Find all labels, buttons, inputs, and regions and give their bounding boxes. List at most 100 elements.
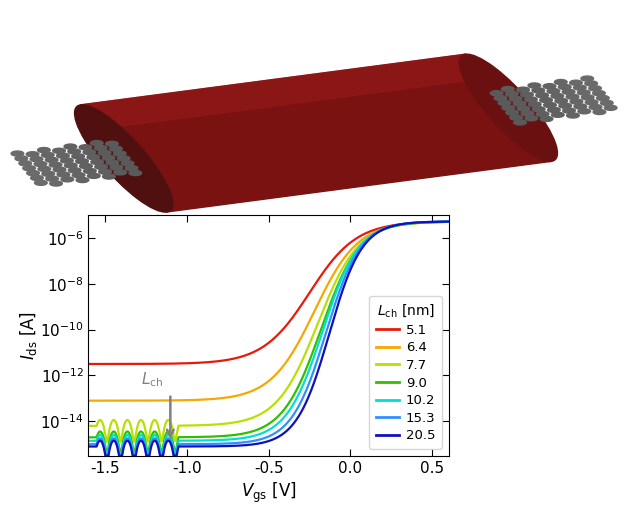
15.3 xyxy=(102,453,109,459)
7.7 xyxy=(434,219,442,225)
Circle shape xyxy=(604,105,617,111)
Circle shape xyxy=(521,92,533,97)
Circle shape xyxy=(90,141,103,146)
Circle shape xyxy=(593,110,605,115)
Circle shape xyxy=(46,157,58,162)
20.5 xyxy=(260,439,267,445)
Circle shape xyxy=(95,164,107,169)
Line: 6.4: 6.4 xyxy=(88,222,449,401)
Circle shape xyxy=(567,113,580,118)
Circle shape xyxy=(570,99,583,104)
Circle shape xyxy=(540,98,552,103)
Circle shape xyxy=(106,141,118,146)
10.2 xyxy=(368,232,376,238)
Circle shape xyxy=(91,159,104,164)
Circle shape xyxy=(76,159,88,164)
Circle shape xyxy=(53,167,66,172)
20.5 xyxy=(85,443,92,450)
Circle shape xyxy=(42,171,54,176)
Circle shape xyxy=(23,165,35,170)
6.4 xyxy=(85,398,92,404)
Line: 20.5: 20.5 xyxy=(88,222,449,456)
Circle shape xyxy=(72,173,85,178)
15.3 xyxy=(368,232,376,239)
Circle shape xyxy=(38,166,51,172)
7.7 xyxy=(85,423,92,429)
7.7 xyxy=(250,414,258,420)
Circle shape xyxy=(559,84,571,90)
Circle shape xyxy=(543,83,556,89)
Circle shape xyxy=(502,87,514,92)
Circle shape xyxy=(87,173,100,178)
Circle shape xyxy=(528,102,541,107)
5.1 xyxy=(368,227,376,233)
7.7 xyxy=(103,439,111,445)
Circle shape xyxy=(562,108,575,113)
7.7 xyxy=(103,439,111,445)
Circle shape xyxy=(27,152,39,157)
Circle shape xyxy=(129,170,142,176)
Circle shape xyxy=(83,168,96,174)
Circle shape xyxy=(525,116,538,121)
5.1 xyxy=(434,219,442,225)
Y-axis label: $I_{\mathrm{ds}}$ [A]: $I_{\mathrm{ds}}$ [A] xyxy=(18,311,39,360)
Circle shape xyxy=(506,91,518,96)
Circle shape xyxy=(94,145,107,151)
10.2 xyxy=(103,453,111,459)
Circle shape xyxy=(540,116,553,121)
Circle shape xyxy=(110,165,123,170)
Circle shape xyxy=(80,163,92,168)
Circle shape xyxy=(581,95,594,100)
Circle shape xyxy=(537,112,549,117)
9.0 xyxy=(103,450,111,456)
Circle shape xyxy=(61,158,73,163)
20.5 xyxy=(434,219,442,225)
Circle shape xyxy=(121,161,134,166)
6.4 xyxy=(368,230,376,237)
Circle shape xyxy=(72,154,85,159)
Circle shape xyxy=(42,153,54,158)
Circle shape xyxy=(494,96,507,101)
10.2 xyxy=(85,438,92,444)
Circle shape xyxy=(64,144,76,149)
Circle shape xyxy=(600,100,613,105)
15.3 xyxy=(250,438,258,444)
10.2 xyxy=(250,433,258,439)
Circle shape xyxy=(106,160,119,165)
9.0 xyxy=(250,428,258,434)
Circle shape xyxy=(46,176,58,181)
Circle shape xyxy=(113,151,126,156)
Circle shape xyxy=(578,90,590,95)
9.0 xyxy=(435,219,442,225)
7.7 xyxy=(435,219,442,225)
Line: 5.1: 5.1 xyxy=(88,222,449,364)
Circle shape xyxy=(30,176,43,181)
Circle shape xyxy=(68,149,80,154)
Circle shape xyxy=(532,106,545,112)
Circle shape xyxy=(15,156,28,161)
Circle shape xyxy=(585,100,598,105)
Circle shape xyxy=(118,156,130,161)
Circle shape xyxy=(83,150,95,155)
Circle shape xyxy=(514,120,526,125)
Circle shape xyxy=(68,168,81,173)
15.3 xyxy=(434,219,442,225)
Circle shape xyxy=(597,96,609,101)
Circle shape xyxy=(532,88,545,93)
Circle shape xyxy=(114,170,126,175)
9.0 xyxy=(260,424,267,430)
7.7 xyxy=(260,409,267,415)
Circle shape xyxy=(578,109,590,114)
Circle shape xyxy=(64,163,77,168)
9.0 xyxy=(368,232,376,239)
Circle shape xyxy=(554,79,567,84)
10.2 xyxy=(434,219,442,225)
15.3 xyxy=(103,453,111,459)
15.3 xyxy=(435,219,442,225)
Circle shape xyxy=(566,94,579,99)
Circle shape xyxy=(525,97,537,102)
Circle shape xyxy=(49,162,62,167)
Circle shape xyxy=(559,103,571,108)
9.0 xyxy=(445,219,453,225)
Ellipse shape xyxy=(75,105,173,212)
